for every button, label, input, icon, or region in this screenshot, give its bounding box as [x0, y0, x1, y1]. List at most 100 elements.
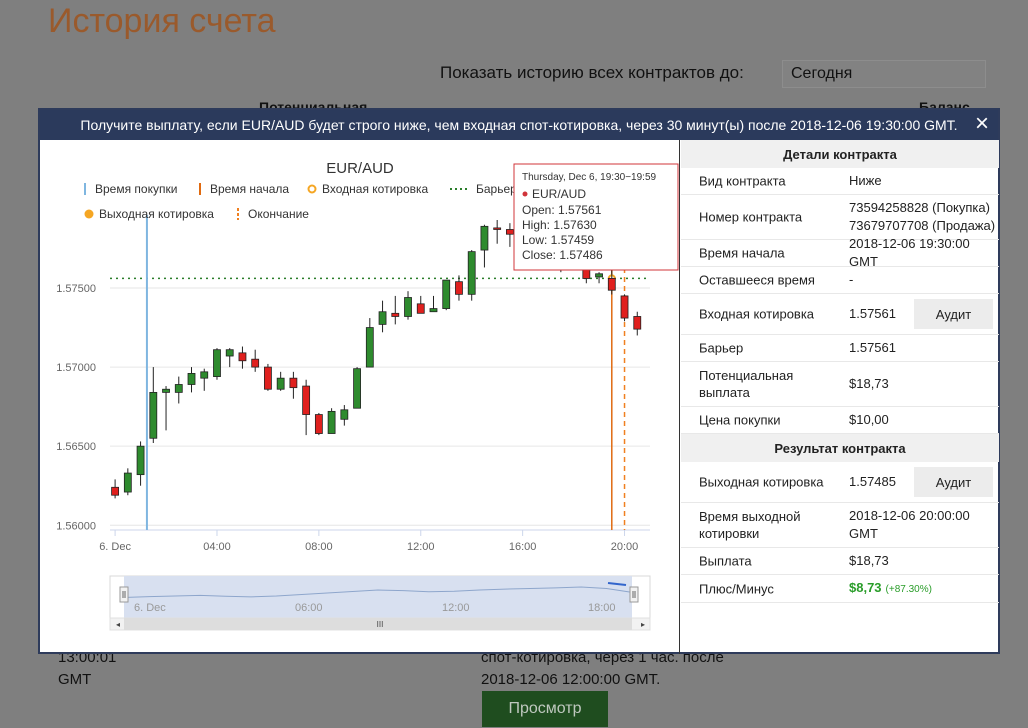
detail-value: Ниже [849, 173, 882, 188]
legend-label: Выходная котировка [99, 207, 214, 221]
detail-label: Цена покупки [699, 412, 781, 428]
candle[interactable] [162, 386, 170, 431]
candle-body [467, 251, 476, 295]
candle[interactable] [493, 220, 502, 244]
candle[interactable] [480, 224, 489, 268]
navigator-handle-left[interactable] [119, 586, 129, 603]
detail-value: 2018-12-06 19:30:00 GMT [849, 236, 970, 269]
candle-body [595, 273, 603, 278]
candle-body [149, 391, 158, 439]
candle[interactable] [506, 223, 514, 247]
candle[interactable] [429, 295, 438, 313]
detail-row-barrier: Барьер 1.57561 [681, 335, 999, 362]
legend-start-time[interactable]: Время начала [199, 182, 289, 196]
candle[interactable] [251, 349, 260, 372]
candle[interactable] [174, 376, 183, 404]
navigator-window[interactable] [124, 576, 632, 618]
tooltip-open: Open: 1.57561 [522, 203, 602, 217]
candle[interactable] [111, 479, 119, 499]
candle-body [353, 368, 361, 409]
candle[interactable] [213, 348, 221, 380]
candle[interactable] [264, 363, 272, 391]
candle-body [378, 311, 387, 325]
detail-row-potential-payout: Потенциальная выплата $18,73 [681, 362, 999, 407]
candle[interactable] [340, 405, 349, 426]
result-row-exit-spot: Выходная котировка 1.57485 Аудит [681, 462, 999, 503]
scroll-right-icon[interactable]: ▸ [641, 620, 645, 629]
candle[interactable] [416, 295, 425, 314]
detail-label: Вид контракта [699, 173, 786, 189]
candle-body [187, 373, 196, 385]
detail-row-purchase-price: Цена покупки $10,00 [681, 407, 999, 434]
candle[interactable] [378, 300, 387, 333]
candle[interactable] [404, 291, 412, 320]
x-tick-label: 08:00 [305, 541, 333, 553]
entry-spot-audit-button[interactable]: Аудит [914, 299, 993, 329]
navigator-handle-right[interactable] [629, 586, 639, 603]
candle[interactable] [633, 311, 642, 336]
candle[interactable] [238, 346, 247, 369]
candle[interactable] [187, 367, 196, 393]
candle[interactable] [607, 267, 616, 295]
candle-body [391, 312, 400, 317]
legend-exit-spot[interactable]: Выходная котировка [84, 207, 215, 221]
x-tick-label: 12:00 [407, 541, 435, 553]
detail-label: Потенциальная выплата [699, 368, 794, 400]
candle-body [620, 295, 629, 319]
close-icon[interactable]: × [974, 110, 989, 137]
candle[interactable] [595, 272, 603, 284]
navigator-label: 6. Dec [134, 602, 166, 614]
scroll-left-icon[interactable]: ◂ [116, 620, 120, 629]
candle[interactable] [136, 441, 145, 486]
detail-row-start-time: Время начала 2018-12-06 19:30:00 GMT [681, 236, 999, 269]
candle[interactable] [365, 318, 374, 368]
navigator-label: 12:00 [442, 602, 470, 614]
candle[interactable] [276, 371, 285, 391]
candle-body [111, 486, 119, 496]
candle-body [123, 472, 132, 493]
detail-row-contract-number: Номер контракта 73594258828 (Покупка) 73… [681, 195, 999, 240]
candle[interactable] [327, 408, 336, 434]
detail-label: Входная котировка [699, 306, 815, 322]
detail-label: Плюс/Минус [699, 581, 774, 596]
legend-label: Окончание [248, 207, 309, 221]
candle[interactable] [314, 412, 323, 436]
price-chart: EUR/AUD 1.56000 1.56500 1.57000 1.57500 6. De… [56, 160, 679, 631]
detail-value: 1.57485 [849, 474, 896, 489]
candle-body [276, 377, 285, 390]
legend-entry-spot[interactable]: Входная котировка [307, 182, 429, 196]
scrollbar-thumb[interactable] [124, 618, 632, 630]
x-tick-label: 20:00 [611, 541, 639, 553]
view-button[interactable]: Просмотр [482, 691, 608, 727]
legend-barrier[interactable]: Барьер [450, 182, 517, 196]
contract-number-sell: 73679707708 (Продажа) [849, 218, 996, 233]
candle[interactable] [149, 367, 158, 444]
candle[interactable] [353, 367, 361, 409]
legend-purchase-time[interactable]: Время покупки [84, 182, 177, 196]
tooltip-series-dot [522, 191, 528, 197]
candle[interactable] [442, 279, 451, 311]
tooltip-low: Low: 1.57459 [522, 233, 594, 247]
candle[interactable] [620, 294, 629, 322]
candle[interactable] [391, 295, 400, 325]
candle[interactable] [302, 379, 311, 436]
candle[interactable] [200, 368, 209, 391]
candle[interactable] [455, 275, 463, 301]
candle-body [633, 316, 642, 330]
legend-end-time[interactable]: Окончание [237, 207, 309, 221]
detail-label: Оставшееся время [699, 272, 815, 288]
candle[interactable] [225, 348, 234, 368]
candle-body [416, 303, 425, 314]
detail-value: 1.57561 [849, 340, 896, 355]
candle-body [174, 384, 183, 393]
detail-row-entry-spot: Входная котировка 1.57561 Аудит [681, 294, 999, 335]
candle[interactable] [289, 371, 298, 399]
scrollbar-grip-icon: III [377, 620, 384, 629]
detail-value: - [849, 272, 854, 287]
candle[interactable] [467, 250, 476, 301]
history-date-select[interactable]: Сегодня [782, 60, 986, 88]
candle[interactable] [123, 468, 132, 496]
exit-spot-audit-button[interactable]: Аудит [914, 467, 993, 497]
x-tick-label: 16:00 [509, 541, 537, 553]
detail-row-remaining-time: Оставшееся время - [681, 267, 999, 294]
